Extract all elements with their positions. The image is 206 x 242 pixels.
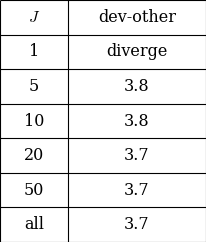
Text: 3.7: 3.7 (124, 216, 150, 233)
Text: dev-other: dev-other (98, 9, 176, 26)
Text: $J$: $J$ (28, 9, 40, 26)
Text: 3.7: 3.7 (124, 147, 150, 164)
Text: 50: 50 (24, 182, 44, 199)
Text: 3.7: 3.7 (124, 182, 150, 199)
Text: 20: 20 (24, 147, 44, 164)
Text: all: all (24, 216, 44, 233)
Text: 1: 1 (29, 43, 39, 60)
Text: 3.8: 3.8 (124, 113, 150, 129)
Text: diverge: diverge (106, 43, 168, 60)
Text: 10: 10 (24, 113, 44, 129)
Text: 3.8: 3.8 (124, 78, 150, 95)
Text: 5: 5 (29, 78, 39, 95)
